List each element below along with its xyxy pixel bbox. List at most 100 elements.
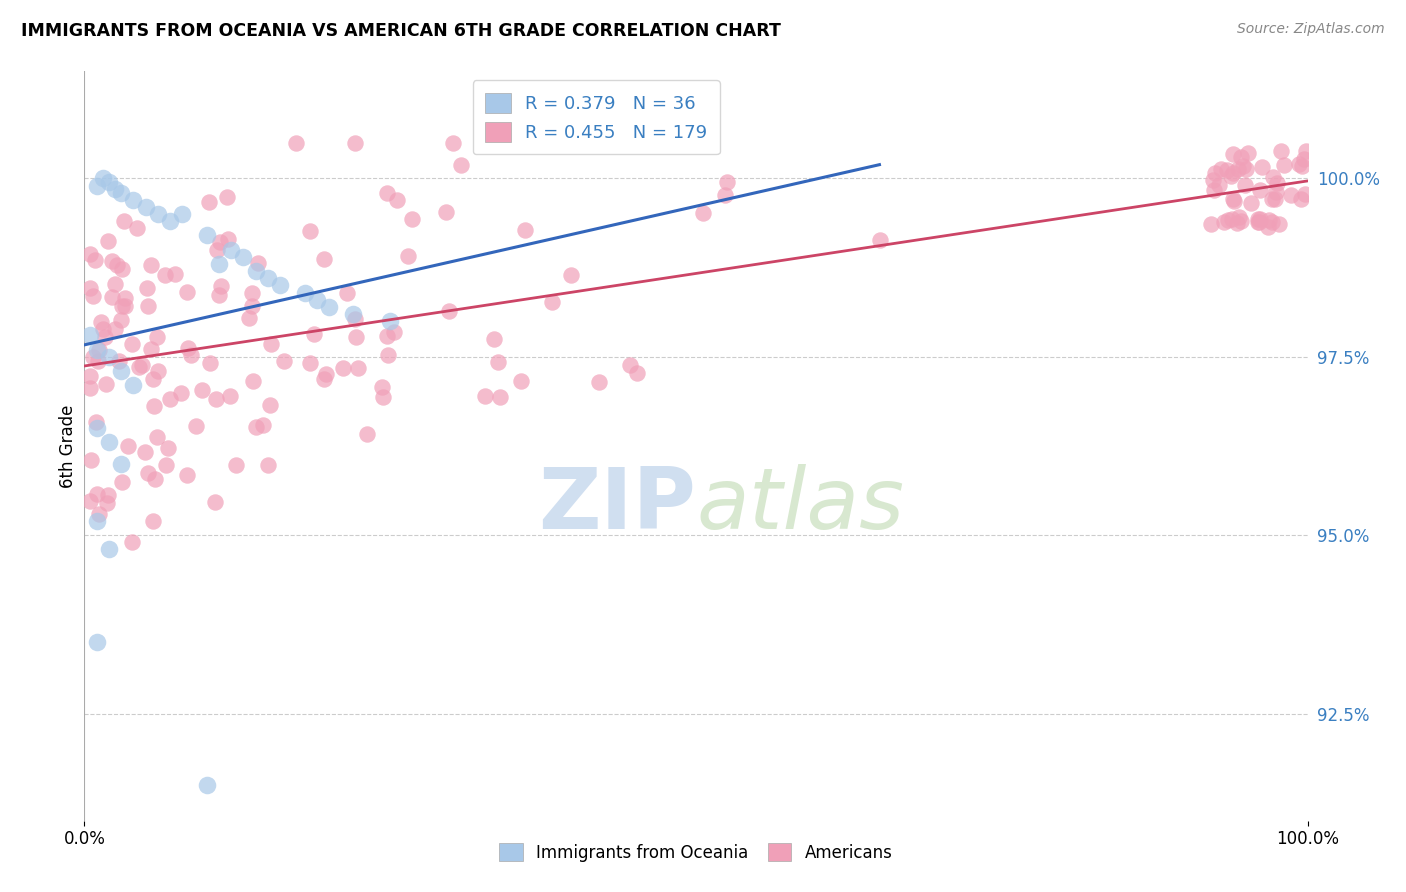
Point xyxy=(619,358,641,372)
Point xyxy=(259,398,281,412)
Point xyxy=(312,252,335,266)
Point xyxy=(371,390,394,404)
Point xyxy=(121,337,143,351)
Point xyxy=(111,475,134,490)
Point xyxy=(198,195,221,210)
Point xyxy=(1239,195,1261,210)
Point xyxy=(195,228,218,243)
Point xyxy=(1291,160,1313,174)
Point xyxy=(91,322,114,336)
Point xyxy=(1232,159,1254,173)
Point xyxy=(136,281,159,295)
Point xyxy=(86,635,108,649)
Point xyxy=(1234,178,1257,193)
Point xyxy=(84,252,107,267)
Point xyxy=(1261,170,1284,185)
Point xyxy=(1291,192,1313,206)
Point xyxy=(1270,144,1292,158)
Point xyxy=(1258,213,1281,227)
Point xyxy=(342,307,364,321)
Point xyxy=(96,496,118,510)
Text: ZIP: ZIP xyxy=(538,465,696,548)
Point xyxy=(450,158,472,172)
Point xyxy=(80,452,103,467)
Point xyxy=(541,295,564,310)
Point xyxy=(190,383,212,397)
Point xyxy=(79,280,101,294)
Point xyxy=(305,293,328,307)
Point xyxy=(142,515,165,529)
Point xyxy=(1202,183,1225,197)
Point xyxy=(110,186,132,200)
Point xyxy=(86,421,108,435)
Point xyxy=(1201,217,1223,231)
Point xyxy=(510,374,533,388)
Point xyxy=(215,190,238,204)
Point xyxy=(1222,147,1244,161)
Point xyxy=(97,350,120,364)
Point xyxy=(1295,144,1317,158)
Point xyxy=(79,328,101,343)
Point xyxy=(208,257,231,271)
Point xyxy=(356,426,378,441)
Point xyxy=(1267,217,1289,231)
Point xyxy=(209,278,232,293)
Point xyxy=(145,430,167,444)
Point xyxy=(107,353,129,368)
Point xyxy=(1292,152,1315,166)
Point xyxy=(114,299,136,313)
Point xyxy=(294,285,316,300)
Point xyxy=(1264,192,1286,206)
Point xyxy=(136,299,159,313)
Point xyxy=(79,493,101,508)
Point xyxy=(79,369,101,384)
Text: Source: ZipAtlas.com: Source: ZipAtlas.com xyxy=(1237,22,1385,37)
Point xyxy=(131,359,153,373)
Point xyxy=(128,359,150,374)
Point xyxy=(284,136,307,150)
Point xyxy=(314,372,336,386)
Point xyxy=(180,348,202,362)
Point xyxy=(344,311,367,326)
Point xyxy=(252,418,274,433)
Point xyxy=(242,375,264,389)
Point xyxy=(560,268,582,282)
Point xyxy=(380,314,402,328)
Point xyxy=(145,330,167,344)
Point xyxy=(117,439,139,453)
Point xyxy=(142,372,165,386)
Point xyxy=(135,200,157,214)
Point xyxy=(1230,214,1253,228)
Text: atlas: atlas xyxy=(696,465,904,548)
Point xyxy=(626,367,648,381)
Point xyxy=(315,367,337,381)
Point xyxy=(176,285,198,300)
Point xyxy=(1247,212,1270,227)
Point xyxy=(482,332,505,346)
Point xyxy=(97,435,120,450)
Point xyxy=(1251,161,1274,175)
Point xyxy=(1211,162,1233,177)
Point xyxy=(232,250,254,264)
Point xyxy=(1265,176,1288,190)
Point xyxy=(716,176,738,190)
Point xyxy=(1230,150,1253,164)
Point xyxy=(157,441,180,455)
Point xyxy=(90,315,112,329)
Point xyxy=(375,186,398,200)
Point xyxy=(513,223,536,237)
Point xyxy=(588,376,610,390)
Point xyxy=(86,486,108,500)
Point xyxy=(176,467,198,482)
Point xyxy=(1260,215,1282,229)
Point xyxy=(1265,185,1288,199)
Point xyxy=(204,495,226,509)
Y-axis label: 6th Grade: 6th Grade xyxy=(59,404,77,488)
Point xyxy=(139,258,162,272)
Point xyxy=(1250,182,1272,196)
Point xyxy=(1257,220,1279,235)
Point xyxy=(97,488,120,502)
Point xyxy=(125,221,148,235)
Point xyxy=(1220,169,1243,183)
Point xyxy=(1222,166,1244,180)
